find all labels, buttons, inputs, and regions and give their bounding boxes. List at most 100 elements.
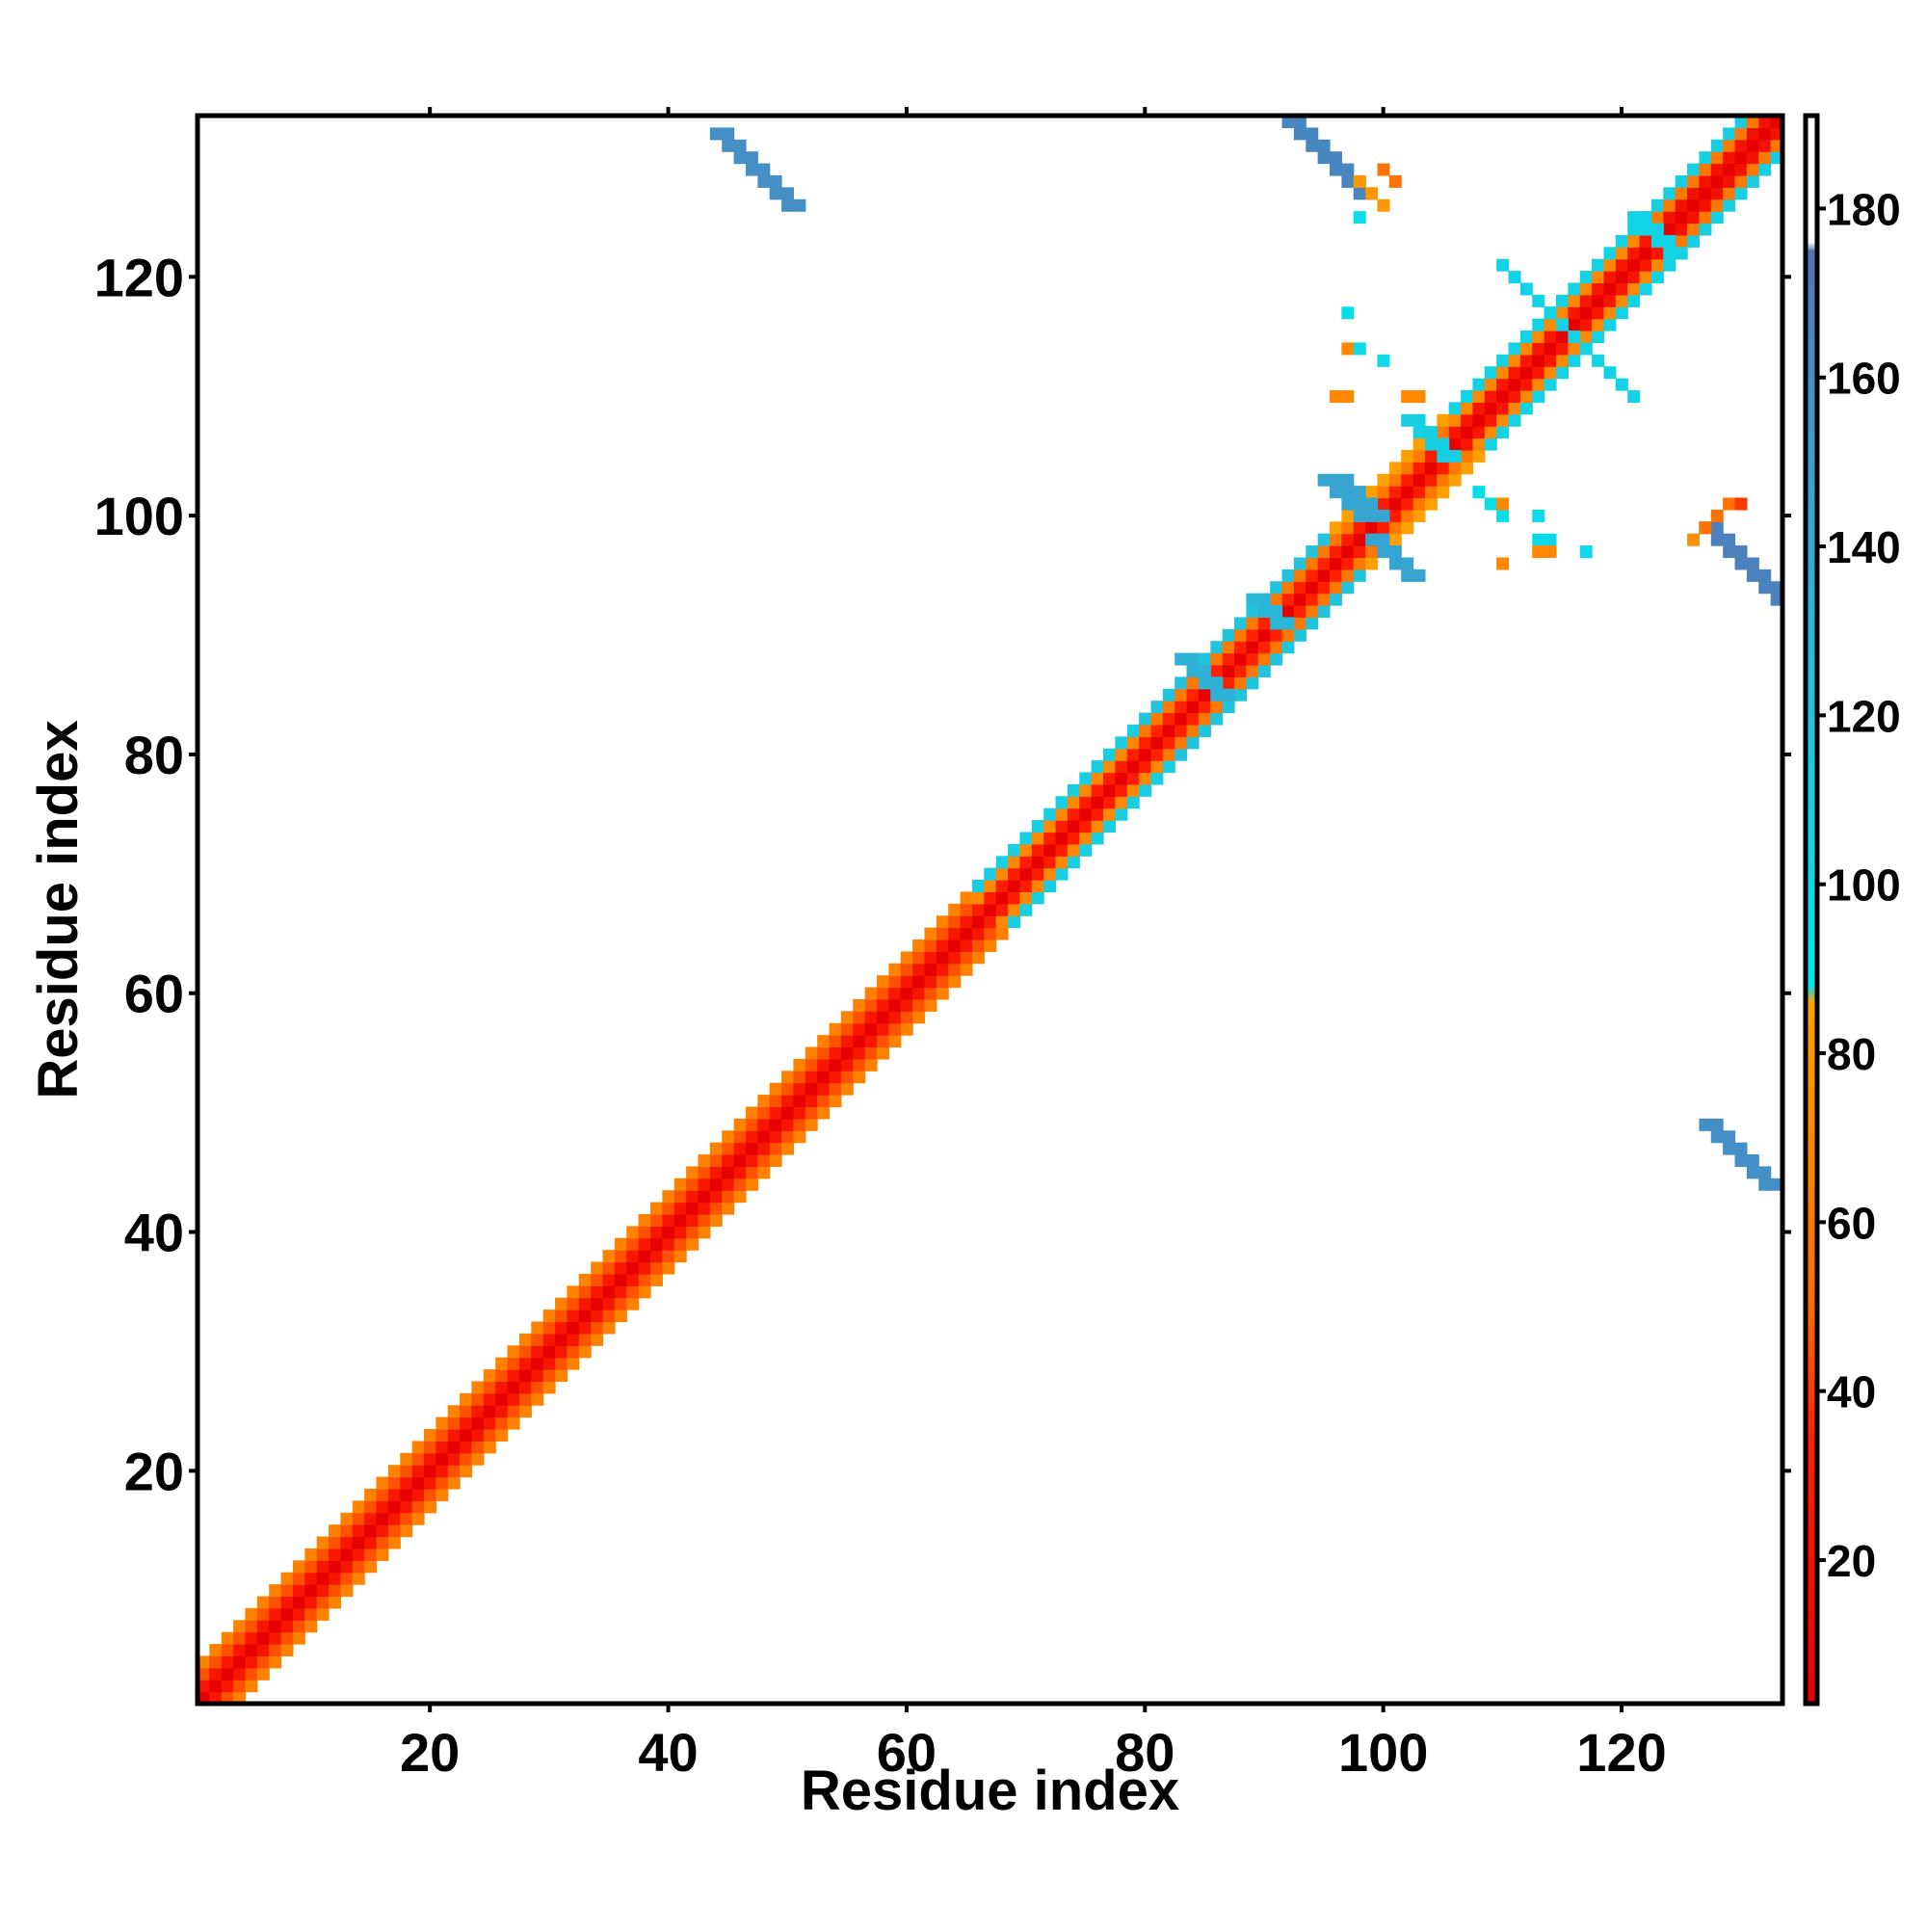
heatmap-cell <box>256 1607 270 1621</box>
heatmap-cell <box>1770 593 1783 606</box>
heatmap-cell <box>1055 796 1069 809</box>
heatmap-cell <box>567 1285 580 1299</box>
heatmap-cell <box>591 1321 604 1335</box>
heatmap-cell <box>1341 497 1355 511</box>
heatmap-cell <box>1210 688 1224 701</box>
heatmap-cell <box>1687 223 1701 236</box>
heatmap-cell <box>984 927 997 940</box>
heatmap-cell <box>1519 282 1533 296</box>
heatmap-cell <box>853 998 866 1012</box>
heatmap-cell <box>1281 617 1295 630</box>
heatmap-cell <box>1317 545 1331 559</box>
heatmap-cell <box>900 987 913 1000</box>
heatmap-cell <box>912 939 926 952</box>
heatmap-cell <box>1293 617 1307 630</box>
heatmap-cell <box>316 1560 330 1574</box>
heatmap-cell <box>578 1273 592 1286</box>
heatmap-cell <box>1246 605 1259 619</box>
heatmap-cell <box>1663 223 1676 236</box>
heatmap-cell <box>888 975 902 989</box>
heatmap-cell <box>1650 223 1664 236</box>
heatmap-cell <box>1175 701 1188 714</box>
heatmap-cell <box>1115 760 1128 774</box>
heatmap-cell <box>709 1154 723 1168</box>
heatmap-cell <box>1579 331 1593 344</box>
heatmap-cell <box>352 1500 365 1514</box>
heatmap-cell <box>1377 533 1390 546</box>
heatmap-cell <box>971 915 985 929</box>
heatmap-cell <box>1556 354 1569 367</box>
x-tick-label: 40 <box>638 1722 698 1783</box>
y-tick-label: 60 <box>124 964 184 1024</box>
heatmap-cell <box>1723 174 1736 188</box>
heatmap-cell <box>1139 724 1152 737</box>
heatmap-cell <box>591 1297 604 1310</box>
heatmap-cell <box>1615 258 1628 272</box>
heatmap-cell <box>591 1261 604 1275</box>
heatmap-cell <box>650 1213 663 1227</box>
heatmap-cell <box>1770 151 1783 165</box>
heatmap-cell <box>1544 533 1557 546</box>
heatmap-cell <box>1627 234 1641 248</box>
heatmap-cell <box>1175 748 1188 761</box>
heatmap-cell <box>709 1142 723 1155</box>
heatmap-cell <box>698 1190 711 1204</box>
heatmap-cell <box>602 1321 616 1335</box>
heatmap-cell <box>1281 605 1295 619</box>
heatmap-cell <box>1472 413 1486 427</box>
heatmap-cell <box>1734 116 1748 128</box>
heatmap-cell <box>709 127 723 141</box>
heatmap-cell <box>316 1596 330 1609</box>
heatmap-cell <box>1519 354 1533 367</box>
heatmap-cell <box>567 1310 580 1323</box>
heatmap-cell <box>1365 545 1379 559</box>
x-tick-label: 100 <box>1338 1722 1428 1783</box>
heatmap-cell <box>948 951 962 965</box>
heatmap-cell <box>1365 486 1379 499</box>
heatmap-cell <box>1019 903 1033 916</box>
heatmap-cell <box>900 1011 913 1024</box>
heatmap-cell <box>1091 807 1104 821</box>
heatmap-cell <box>924 998 937 1012</box>
heatmap-cell <box>1008 903 1021 916</box>
heatmap-cell <box>1770 581 1783 595</box>
heatmap-cell <box>269 1655 282 1669</box>
heatmap-cell <box>1687 198 1701 212</box>
heatmap-cell <box>817 1046 831 1060</box>
heatmap-cell <box>1603 247 1617 260</box>
heatmap-cell <box>1710 1118 1724 1131</box>
heatmap-cell <box>1162 688 1175 701</box>
heatmap-cell <box>1723 127 1736 141</box>
heatmap-cell <box>1461 426 1474 439</box>
heatmap-cell <box>698 1226 711 1239</box>
heatmap-cell <box>1723 1130 1736 1144</box>
heatmap-cell <box>411 1512 425 1525</box>
heatmap-cell <box>638 1261 651 1275</box>
x-tick-label: 60 <box>877 1722 937 1783</box>
heatmap-cell <box>984 939 997 952</box>
heatmap-cell <box>912 987 926 1000</box>
heatmap-cell <box>960 903 973 916</box>
heatmap-cell <box>1306 127 1319 141</box>
heatmap-cell <box>984 891 997 905</box>
heatmap-cell <box>1746 569 1759 582</box>
heatmap-cell <box>1186 736 1200 750</box>
heatmap-cell <box>1055 856 1069 869</box>
heatmap-cell <box>698 1154 711 1168</box>
heatmap-cell <box>1461 437 1474 451</box>
heatmap-cell <box>411 1452 425 1466</box>
heatmap-cell <box>387 1465 401 1478</box>
heatmap-cell <box>900 951 913 965</box>
heatmap-cell <box>1746 163 1759 176</box>
heatmap-cell <box>1496 426 1510 439</box>
heatmap-cell <box>1186 701 1200 714</box>
heatmap-cell <box>542 1321 556 1335</box>
heatmap-cell <box>1448 413 1462 427</box>
heatmap-cell <box>1401 521 1414 535</box>
heatmap-cell <box>1377 486 1390 499</box>
heatmap-cell <box>757 1095 771 1108</box>
heatmap-cell <box>1353 174 1366 188</box>
heatmap-cell <box>1388 462 1402 475</box>
heatmap-cell <box>1008 843 1021 857</box>
heatmap-cell <box>411 1476 425 1490</box>
